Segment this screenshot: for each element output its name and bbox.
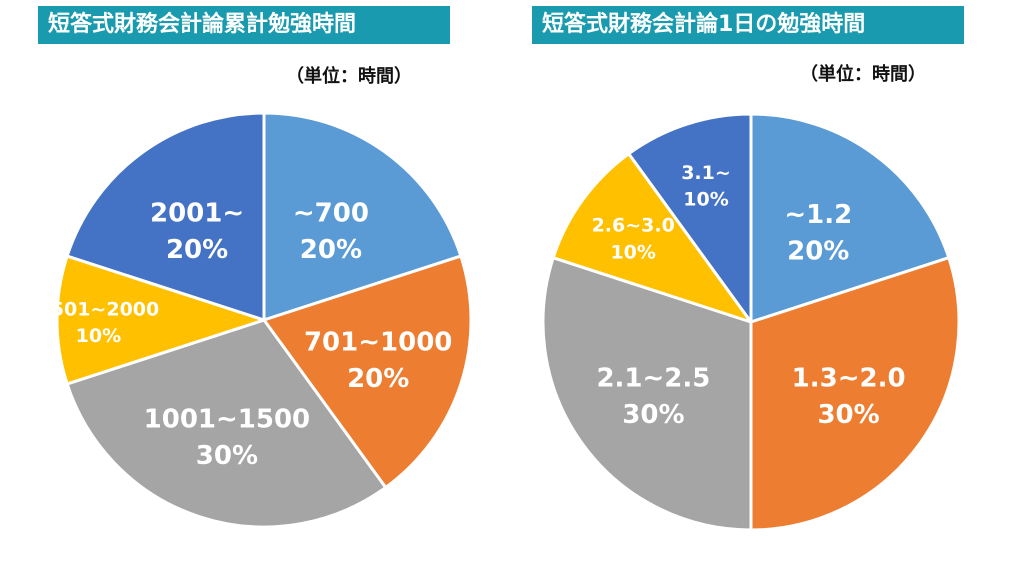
slice-percent-label-1-2: 20% (347, 364, 409, 394)
slice-percent-label-1-4: 10% (76, 325, 121, 347)
slice-category-label-2-1: ~1.2 (784, 200, 852, 230)
slice-percent-label-1-5: 20% (166, 235, 228, 265)
pie-slice-2-1 (749, 112, 951, 324)
slice-percent-label-2-5: 10% (683, 188, 728, 210)
pie-slice-2-5 (627, 112, 753, 324)
pie-slice-2-4 (551, 152, 753, 324)
pie-chart-cumulative-hours: ~700 20% 701~1000 20% 1001~1500 30% 1501~2000 1… (38, 111, 473, 529)
pie-slice-1-2 (262, 254, 473, 489)
slice-percent-label-1-3: 30% (196, 441, 258, 471)
chart-2-title: 短答式財務会計論1日の勉強時間 (532, 6, 964, 44)
slice-percent-label-2-4: 10% (610, 241, 655, 263)
pie-slice-1-5 (65, 111, 266, 322)
slice-percent-label-2-3: 30% (622, 400, 684, 430)
slice-percent-label-1-1: 20% (300, 235, 362, 265)
pie-slice-2-3 (541, 256, 753, 532)
chart-1-title: 短答式財務会計論累計勉強時間 (38, 6, 450, 44)
pie-slice-1-3 (65, 318, 388, 529)
chart-2-unit-label: （単位：時間） (800, 64, 926, 85)
slice-category-label-2-3: 2.1~2.5 (596, 363, 710, 393)
slice-category-label-2-2: 1.3~2.0 (792, 363, 906, 393)
pie-slice-1-1 (262, 111, 463, 322)
slice-category-label-1-5: 2001~ (150, 198, 244, 228)
pie-slice-1-4 (55, 254, 266, 386)
pie-slice-2-2 (749, 256, 961, 532)
slice-category-label-1-4: 1501~2000 (38, 298, 160, 320)
slice-category-label-2-5: 3.1~ (681, 162, 731, 184)
slice-category-label-1-1: ~700 (293, 198, 369, 228)
pie-chart-daily-hours: ~1.2 20% 1.3~2.0 30% 2.1~2.5 30% 2.6~3.0 10% 3.1… (541, 112, 961, 532)
slice-percent-label-2-2: 30% (817, 400, 879, 430)
slice-percent-label-2-1: 20% (787, 236, 849, 266)
slice-category-label-1-2: 701~1000 (304, 328, 452, 358)
slice-category-label-2-4: 2.6~3.0 (592, 215, 675, 237)
chart-1-unit-label: （単位：時間） (286, 66, 412, 87)
slice-category-label-1-3: 1001~1500 (144, 405, 311, 435)
